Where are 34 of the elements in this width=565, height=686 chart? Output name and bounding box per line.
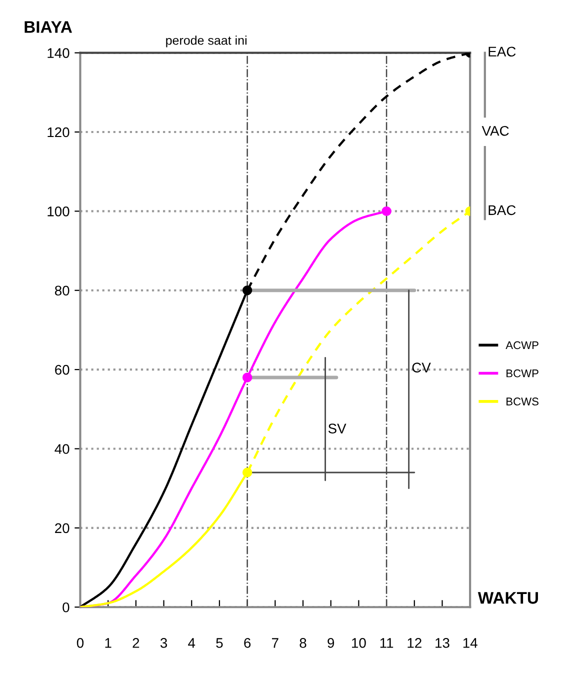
x-tick-label: 10 [352,638,366,648]
x-tick-label: 5 [216,638,223,648]
annotation: CV [412,362,431,372]
legend-label: BCWP [506,369,538,378]
x-tick-label: 2 [132,638,140,648]
x-tick-label: 8 [300,638,306,648]
annotation: SV [328,424,346,434]
x-tick-label: 3 [160,638,168,648]
y-tick-label: 140 [48,48,70,58]
ref-line-label: perode saat ini [166,36,246,48]
x-tick-label: 12 [408,638,422,648]
text: BAC [488,205,516,216]
y-tick-label: 20 [55,523,70,534]
x-tick-label: 0 [76,638,84,648]
x-tick-label: 1 [105,638,112,648]
x-tick-label: 4 [188,638,196,648]
x-axis-title: WAKTU [478,592,538,604]
x-tick-label: 9 [328,638,334,648]
text: EAC [488,46,516,57]
legend-label: ACWP [506,341,538,350]
x-tick-label: 14 [463,638,478,648]
y-tick-label: 60 [55,364,70,375]
x-tick-label: 13 [436,638,450,648]
legend-label: BCWS [506,398,538,406]
x-tick-label: 11 [380,638,394,648]
x-tick-label: 7 [272,638,278,648]
y-tick-label: 100 [48,206,70,216]
y-tick-label: 0 [62,602,70,612]
y-tick-label: 120 [48,127,70,138]
y-tick-label: 80 [54,286,70,296]
y-axis-title: BIAYA [24,21,72,33]
y-tick-label: 40 [54,444,70,454]
x-tick-label: 6 [244,638,251,648]
text: VAC [482,126,509,136]
